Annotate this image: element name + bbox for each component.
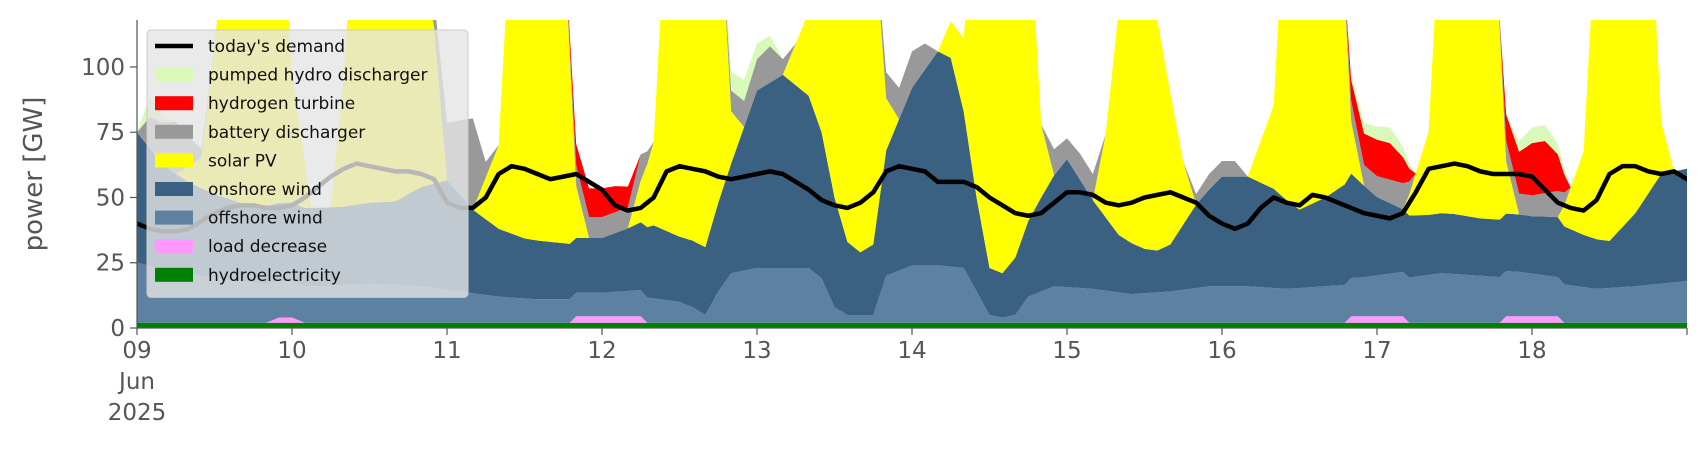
- legend-label-load-decrease: load decrease: [208, 237, 327, 257]
- area-onshore-wind: [137, 51, 1687, 318]
- legend-swatch-hydroelectricity: [155, 267, 193, 282]
- legend-label-solar-pv: solar PV: [208, 151, 277, 171]
- legend-swatch-onshore-wind: [155, 182, 193, 196]
- x-tick-label: Jun: [117, 369, 155, 395]
- legend-label-pumped-hydro-discharger: pumped hydro discharger: [208, 66, 427, 86]
- legend-label-today-s-demand: today's demand: [208, 37, 345, 57]
- legend-label-hydrogen-turbine: hydrogen turbine: [208, 94, 355, 114]
- x-tick-label: 18: [1517, 338, 1546, 364]
- area-load-decrease: [137, 316, 1687, 323]
- axes-layer: 0 25 50 75 100 09 Jun 2025 10 11 12 13 14 15 16 17 18: [81, 20, 1688, 426]
- legend-swatch-battery-discharger: [155, 124, 193, 139]
- x-tick-label: 10: [277, 338, 306, 364]
- legend-label-onshore-wind: onshore wind: [208, 180, 322, 200]
- x-tick-label: 13: [742, 338, 771, 364]
- legend-label-offshore-wind: offshore wind: [208, 209, 323, 229]
- x-tick-label: 17: [1362, 338, 1391, 364]
- y-tick-label: 75: [96, 120, 125, 146]
- y-tick-label: 25: [96, 251, 125, 277]
- area-solar-pv: [137, 20, 1687, 274]
- legend-swatch-hydrogen-turbine: [155, 96, 193, 111]
- x-tick-label: 16: [1207, 338, 1236, 364]
- area-hydroelectricity: [137, 322, 1687, 328]
- y-tick-label: 50: [96, 185, 125, 211]
- y-tick-label: 0: [110, 316, 125, 342]
- y-tick-label: 100: [81, 55, 125, 81]
- legend-swatch-offshore-wind: [155, 210, 193, 225]
- legend-label-hydroelectricity: hydroelectricity: [208, 266, 341, 286]
- legend-label-battery-discharger: battery discharger: [208, 123, 365, 143]
- area-offshore-wind: [137, 262, 1687, 323]
- x-tick-label: 2025: [108, 400, 167, 426]
- x-tick-label: 09: [122, 338, 151, 364]
- x-tick-label: 15: [1052, 338, 1081, 364]
- legend-swatch-pumped-hydro-discharger: [155, 67, 193, 82]
- legend-swatch-load-decrease: [155, 239, 193, 254]
- y-axis-label: power [GW]: [19, 97, 49, 252]
- legend-swatch-solar-pv: [155, 153, 193, 168]
- x-tick-label: 11: [432, 338, 461, 364]
- legend: today's demand pumped hydro discharger hyd…: [146, 29, 469, 298]
- x-tick-label: 14: [897, 338, 926, 364]
- legend-box: [146, 29, 469, 298]
- x-tick-label: 12: [587, 338, 616, 364]
